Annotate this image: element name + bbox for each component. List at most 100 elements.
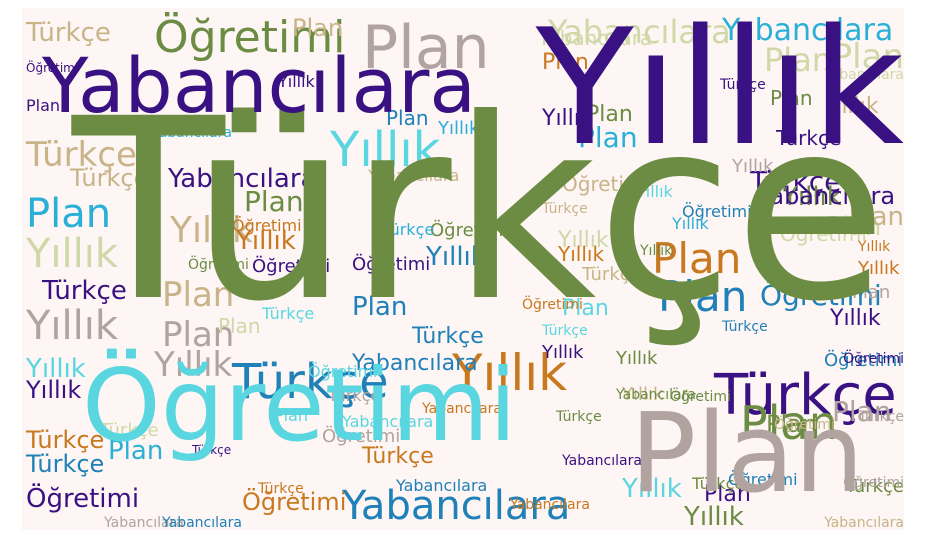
cloud-word: Öğretimi [824, 350, 903, 371]
cloud-word: Yıllık [616, 348, 658, 369]
cloud-word: Öğretimi [562, 172, 649, 196]
cloud-word: Yıllık [154, 345, 233, 385]
cloud-word: Yıllık [684, 502, 744, 530]
cloud-word: Türkçe [70, 164, 149, 192]
cloud-word: Plan [831, 37, 904, 77]
cloud-word: Yabancılara [422, 401, 502, 417]
cloud-word: Yıllık [622, 474, 682, 504]
cloud-word: Plan [162, 275, 235, 315]
cloud-word: Yıllık [236, 226, 296, 256]
cloud-word: Türkçe [100, 420, 159, 441]
cloud-word: Plan [848, 202, 904, 232]
cloud-word: Türkçe [258, 481, 304, 497]
cloud-word: Plan [218, 314, 261, 338]
cloud-word: Yabancılara [722, 13, 894, 48]
cloud-word: Plan [352, 292, 408, 322]
cloud-word: Plan [274, 406, 309, 425]
cloud-word: Türkçe [26, 18, 111, 48]
cloud-word: Türkçe [232, 354, 389, 410]
cloud-word: Plan [828, 278, 863, 297]
cloud-word: Öğretimi [322, 426, 401, 447]
cloud-word: Yabancılara [562, 453, 642, 469]
cloud-word: Plan [162, 315, 235, 355]
cloud-word: Yıllık [858, 258, 900, 279]
cloud-word: Türkçe [26, 135, 137, 175]
cloud-word: Yıllık [542, 342, 584, 363]
cloud-word: Plan [562, 296, 609, 321]
cloud-word: Türkçe [328, 386, 381, 405]
cloud-word: Yıllık [830, 306, 881, 331]
cloud-word: Yıllık [26, 354, 86, 384]
cloud-word: Türkçe [720, 77, 766, 93]
cloud-word: Türkçe [26, 426, 105, 454]
cloud-word: Plan [630, 389, 865, 517]
cloud-word: Yabancılara [104, 515, 184, 530]
cloud-word: Yabancılara [396, 476, 488, 495]
cloud-word: Plan [770, 86, 813, 110]
cloud-word: Öğretimi [242, 488, 347, 516]
cloud-word: Yabancılara [42, 41, 476, 130]
cloud-word: Türkçe [42, 276, 127, 306]
cloud-word: Yıllık [170, 210, 253, 251]
cloud-word: Yıllık [330, 122, 441, 178]
cloud-word: Öğretimi [26, 61, 79, 75]
cloud-word: Plan [832, 395, 892, 428]
cloud-word: Yıllık [278, 72, 315, 91]
cloud-word: Yıllık [732, 156, 774, 177]
cloud-word: Yıllık [542, 106, 593, 131]
cloud-word: Plan [362, 13, 490, 83]
cloud-word: Plan [578, 121, 638, 154]
cloud-word: Yabancılara [342, 483, 571, 529]
cloud-word: Türkçe [858, 409, 904, 425]
cloud-word: Yıllık [426, 242, 486, 272]
cloud-word: Türkçe [362, 444, 434, 469]
cloud-word: Türkçe [692, 474, 745, 493]
cloud-word: Yabancılara [342, 412, 434, 431]
cloud-word: Plan [852, 282, 891, 303]
cloud-word: Plan [244, 185, 304, 218]
cloud-word: Türkçe [192, 443, 232, 457]
cloud-word: Plan [826, 212, 882, 242]
cloud-word: Plan [542, 50, 589, 75]
cloud-word: Öğretimi [232, 216, 302, 235]
cloud-word: Öğretimi [188, 257, 249, 273]
cloud-word: Türkçe [776, 126, 842, 150]
cloud-word: Yıllık [26, 231, 119, 277]
cloud-word: Öğretimi [843, 475, 904, 491]
word-cloud: Türkçe Yıllık Öğretimi Plan Yabancılara Yıllı… [22, 8, 904, 530]
cloud-word: Türkçe [722, 319, 768, 335]
cloud-word: Öğretimi [780, 222, 867, 246]
cloud-word: Yabancılara [168, 164, 317, 194]
cloud-word: Yabancılara [510, 497, 590, 513]
cloud-word: Türkçe [262, 304, 315, 323]
cloud-word: Öğretimi [760, 279, 882, 312]
cloud-word: Türkçe [72, 65, 888, 356]
cloud-word: Yıllık [622, 384, 664, 405]
cloud-word: Plan [108, 436, 164, 466]
cloud-word: Yıllık [558, 228, 609, 253]
cloud-word: Plan [740, 396, 838, 450]
cloud-word: Öğretimi [82, 347, 517, 464]
cloud-word: Türkçe [750, 165, 842, 198]
cloud-word: Yıllık [672, 214, 709, 233]
cloud-word: Öğretimi [308, 362, 378, 381]
cloud-word: Plan [652, 234, 742, 283]
cloud-word: Plan [386, 106, 429, 130]
cloud-word: Öğretimi [154, 12, 346, 63]
cloud-word: Yabancılara [162, 515, 242, 530]
cloud-word: Yabancılara [824, 515, 904, 530]
cloud-word: Yabancılara [824, 67, 904, 83]
cloud-word: Öğretimi [252, 256, 331, 277]
cloud-word: Yabancılara [152, 125, 232, 141]
cloud-word: Plan [26, 191, 112, 237]
cloud-word: Türkçe [556, 409, 602, 425]
cloud-word: Plan [658, 272, 748, 321]
cloud-word: Yıllık [636, 182, 673, 201]
cloud-word: Yıllık [452, 344, 568, 402]
cloud-word: Türkçe [582, 264, 641, 285]
cloud-word: Öğretimi [774, 417, 835, 433]
cloud-word: Plan [586, 102, 633, 127]
cloud-word: Öğretimi [522, 297, 583, 313]
cloud-word: Plan [704, 482, 751, 507]
cloud-word: Türkçe [26, 450, 105, 478]
